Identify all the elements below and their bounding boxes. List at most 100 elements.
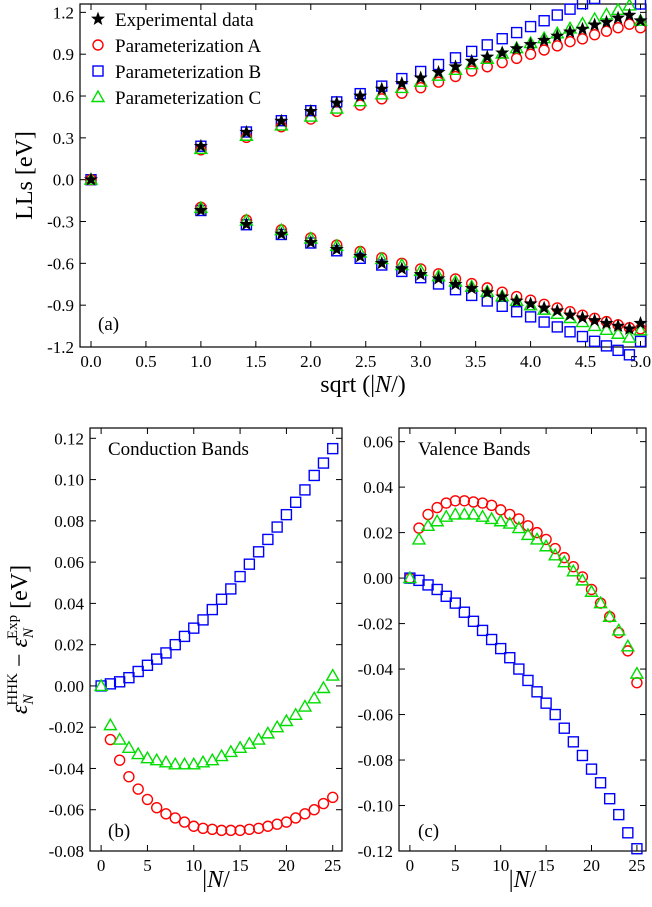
data-point xyxy=(599,322,614,336)
data-point xyxy=(234,570,246,583)
data-point xyxy=(303,235,318,249)
data-point xyxy=(466,507,481,520)
data-point xyxy=(448,276,463,291)
data-point xyxy=(289,812,302,824)
series-square xyxy=(95,442,339,692)
data-point xyxy=(193,202,208,217)
x-axis-label: |N/ xyxy=(509,867,537,893)
data-point xyxy=(576,571,589,583)
plot-frame xyxy=(79,3,647,348)
x-tick-label: 0 xyxy=(406,856,415,875)
data-point xyxy=(467,496,480,508)
y-tick-label: -0.12 xyxy=(358,842,393,861)
data-point xyxy=(623,18,636,30)
y-tick-label: 0.02 xyxy=(363,524,393,543)
data-point xyxy=(633,315,648,330)
data-point xyxy=(197,822,209,835)
y-tick-label: 0.06 xyxy=(363,433,393,452)
y-tick-label: -0.06 xyxy=(49,801,84,820)
data-point xyxy=(599,14,614,29)
x-tick-label: 1.0 xyxy=(190,352,211,371)
data-point xyxy=(602,609,617,622)
data-point xyxy=(513,513,525,525)
legend-marker xyxy=(92,65,104,77)
data-point xyxy=(289,496,302,508)
data-point xyxy=(413,522,425,534)
data-point xyxy=(186,756,201,770)
y-tick-label: 0.6 xyxy=(53,87,74,106)
data-point xyxy=(551,321,563,333)
y-tick-label: 0.00 xyxy=(363,569,393,588)
data-point xyxy=(151,653,163,665)
data-point xyxy=(394,76,409,90)
data-point xyxy=(623,349,636,361)
data-point xyxy=(113,754,126,766)
data-point xyxy=(576,33,589,45)
data-point xyxy=(480,285,495,299)
data-point xyxy=(513,663,525,675)
data-point xyxy=(547,547,563,561)
data-point xyxy=(550,303,565,317)
x-tick-label: 3.0 xyxy=(410,352,431,371)
data-point xyxy=(495,45,510,59)
data-point xyxy=(448,59,463,73)
data-point xyxy=(611,622,626,636)
data-point xyxy=(325,668,340,681)
data-point xyxy=(610,326,626,339)
data-point xyxy=(566,563,581,577)
data-point xyxy=(402,570,418,584)
data-point xyxy=(195,754,211,768)
data-point xyxy=(529,532,545,545)
y-tick-label: 1.2 xyxy=(53,3,74,22)
data-point xyxy=(149,752,164,766)
data-point xyxy=(317,457,330,469)
data-point xyxy=(557,554,572,568)
x-tick-label: 25 xyxy=(628,856,645,875)
data-point xyxy=(130,746,146,760)
panel-a: 0.0 0.5 1.0 1.5 2.0 2.5 3.0 3.5 4.0 4.5 5.0 1.2 0.9 0… xyxy=(12,0,651,398)
y-tick-label: -0.6 xyxy=(47,254,74,273)
x-tick-label: 15 xyxy=(538,856,555,875)
data-point xyxy=(466,65,478,77)
y-tick-label: -0.08 xyxy=(358,751,393,770)
series-triangle xyxy=(402,507,645,679)
y-tick-label: -1.2 xyxy=(47,338,74,357)
legend-label: Experimental data xyxy=(115,10,254,31)
data-point xyxy=(225,583,237,595)
x-tick-label: 10 xyxy=(185,856,202,875)
data-point xyxy=(576,330,589,343)
data-point xyxy=(588,28,601,41)
data-point xyxy=(141,659,154,671)
data-point xyxy=(493,513,508,527)
data-point xyxy=(484,511,499,525)
data-point xyxy=(523,37,538,51)
data-point xyxy=(464,53,479,68)
data-point xyxy=(480,51,495,64)
data-point xyxy=(449,495,462,507)
data-point xyxy=(524,48,537,60)
data-point xyxy=(329,95,344,109)
data-point xyxy=(103,717,118,731)
data-point xyxy=(104,733,117,746)
y-tick-label: -0.02 xyxy=(358,615,393,634)
y-tick-label: 0.04 xyxy=(54,594,84,613)
data-point xyxy=(178,816,191,828)
legend-marker xyxy=(90,11,106,25)
data-point xyxy=(481,61,493,73)
data-point xyxy=(104,678,117,690)
data-point xyxy=(458,495,471,507)
x-tick-label: 4.5 xyxy=(575,352,596,371)
data-point xyxy=(223,744,239,758)
data-point xyxy=(160,647,172,659)
data-point xyxy=(485,499,498,512)
data-point xyxy=(269,719,285,733)
data-point xyxy=(431,64,446,79)
data-point xyxy=(536,302,552,315)
x-axis-label: |N/ xyxy=(202,867,230,893)
data-point xyxy=(496,300,508,312)
data-point xyxy=(193,138,208,153)
data-point xyxy=(329,242,344,256)
data-point xyxy=(575,310,590,324)
data-point xyxy=(538,44,550,56)
data-point xyxy=(522,674,534,687)
